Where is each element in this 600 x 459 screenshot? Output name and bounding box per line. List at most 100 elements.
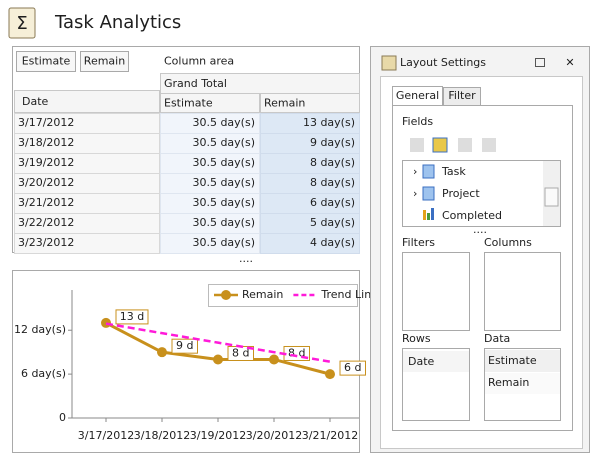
pivot-rows: 3/17/2012 30.5 day(s) 13 day(s) 3/18/2012 30… [14,113,360,254]
column-area-label: Column area [164,55,234,68]
area-label: Filters [402,236,435,249]
chart: 0 6 day(s) 12 day(s) 3/17/2012 3/18/2012 3/19… [14,284,378,442]
cell-value: 30.5 day(s) [192,236,255,249]
splitter[interactable]: ···· [473,226,487,239]
field-icon [423,210,426,220]
area-label: Rows [402,332,431,345]
columns-area [484,252,561,331]
close-button[interactable]: ✕ [565,56,574,69]
field-icon [427,213,430,220]
legend-marker [221,290,231,300]
data-header: Estimate [164,97,213,110]
toolbar-button[interactable] [410,138,424,152]
value-label-box [339,360,366,376]
cell-value: 5 day(s) [310,216,355,229]
column-header: Grand Total [164,77,227,90]
row-header: Date [22,95,49,108]
data-header-cell[interactable] [160,93,260,113]
cell-value: 30.5 day(s) [192,156,255,169]
point [101,317,111,328]
cell-value: 30.5 day(s) [192,196,255,209]
fields-toolbar [410,137,496,153]
area-item[interactable]: Estimate [488,354,537,367]
app-title: Task Analytics [54,12,181,33]
fields-label: Fields [402,115,433,128]
cell-value: 13 day(s) [303,116,355,129]
value-label: 8 d [232,346,249,359]
area-item-bg [403,351,469,372]
cell-value: 30.5 day(s) [192,136,255,149]
panel-title: Layout Settings [400,56,486,69]
panel-icon [381,55,397,71]
cell-value: 8 day(s) [310,176,355,189]
legend-box [208,284,358,307]
x-tick-label: 3/17/2012 [78,429,134,442]
area-item[interactable]: Date [408,355,435,368]
area-item-bg [485,373,560,394]
cell-value: 9 day(s) [310,136,355,149]
area-item[interactable]: Remain [488,376,529,389]
tab-label: Filter [448,89,476,102]
filter-field-label: Estimate [22,55,71,68]
point [157,347,167,358]
point [325,369,335,380]
field-item[interactable]: Completed [442,209,502,222]
value-label: 9 d [176,339,193,352]
series-line [105,322,331,363]
area-label: Data [484,332,510,345]
field-item[interactable]: Task [441,165,466,178]
toolbar-button[interactable] [458,138,472,152]
data-header: Remain [264,97,305,110]
row-header-cell[interactable] [14,90,160,113]
row-value: 3/17/2012 [18,116,74,129]
x-tick-label: 3/21/2012 [302,429,358,442]
legend-label: Remain [242,288,283,301]
value-label-box [115,309,149,325]
filter-field-label: Remain [84,55,125,68]
x-tick-label: 3/20/2012 [246,429,302,442]
filters-area [402,252,470,331]
value-label: 13 d [120,310,144,323]
field-icon [422,186,435,201]
cell-value: 4 day(s) [310,236,355,249]
cell-value: 30.5 day(s) [192,216,255,229]
value-label-box [171,338,198,354]
field-item[interactable]: Project [442,187,480,200]
expand-arrow[interactable]: › [413,165,417,178]
cell-value: 6 day(s) [310,196,355,209]
scroll-thumb[interactable] [544,187,559,207]
filter-field-button[interactable] [16,51,76,72]
x-tick-label: 3/19/2012 [190,429,246,442]
y-tick-label: 0 [59,411,66,424]
expand-arrow[interactable]: › [413,187,417,200]
row-value: 3/19/2012 [18,156,74,169]
row-value: 3/18/2012 [18,136,74,149]
area-label: Columns [484,236,532,249]
cell-value: 30.5 day(s) [192,116,255,129]
y-tick-label: 12 day(s) [14,323,66,336]
app-icon-glyph: Σ [16,13,27,34]
point [213,354,223,365]
area-item-bg [485,350,560,372]
x-tick-label: 3/18/2012 [134,429,190,442]
row-value: 3/20/2012 [18,176,74,189]
cell-value: 30.5 day(s) [192,176,255,189]
row-value: 3/22/2012 [18,216,74,229]
app-icon [8,7,36,39]
splitter[interactable]: ···· [239,255,253,268]
y-tick-label: 6 day(s) [21,367,66,380]
cell-value: 8 day(s) [310,156,355,169]
data-cell [160,233,260,254]
row-value: 3/21/2012 [18,196,74,209]
toolbar-button[interactable] [482,138,496,152]
data-cell [260,233,360,254]
tab-label: General [396,89,439,102]
toolbar-button[interactable] [432,137,448,153]
row-value: 3/23/2012 [18,236,74,249]
restore-button[interactable] [535,58,545,67]
data-header-cell[interactable] [260,93,360,113]
legend-label: Trend Line [320,288,378,301]
value-label: 6 d [344,361,361,374]
filter-field-button[interactable] [80,51,129,72]
